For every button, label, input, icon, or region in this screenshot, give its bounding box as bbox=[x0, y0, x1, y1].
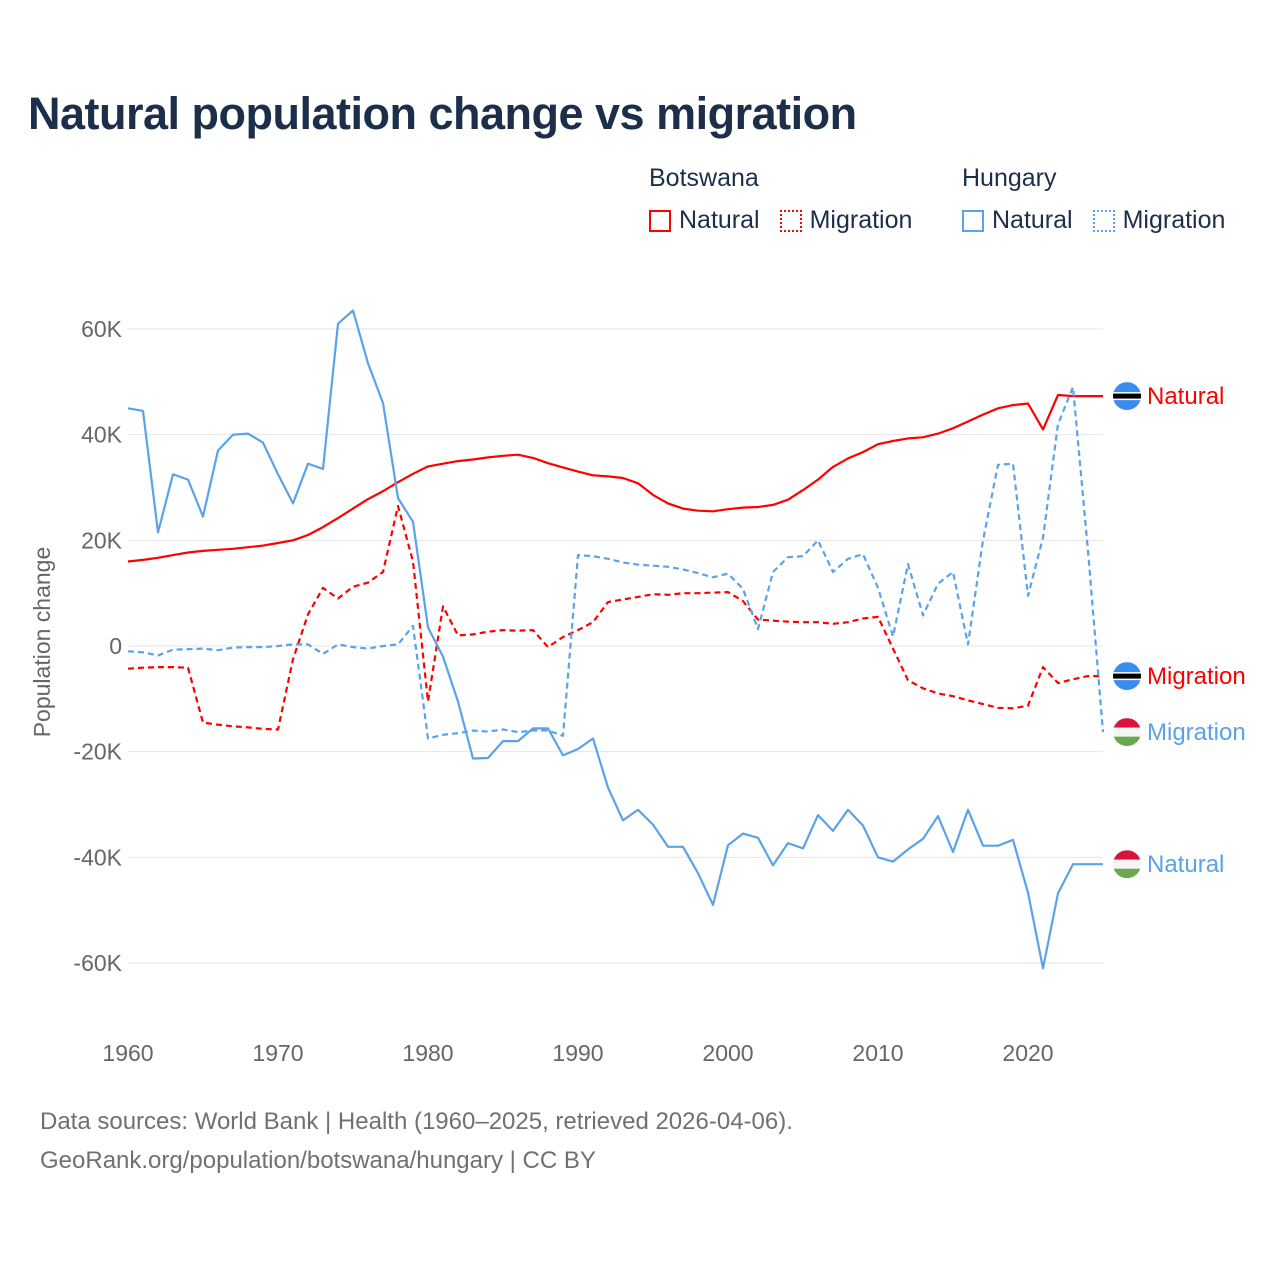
series-line-botswana-migration bbox=[127, 504, 1103, 731]
dotted-swatch-icon bbox=[779, 209, 802, 232]
flag-stripe bbox=[1113, 850, 1141, 860]
y-tick-label: 60K bbox=[81, 316, 123, 342]
legend-group-title: Hungary bbox=[962, 164, 1057, 192]
series-line-hungary-natural bbox=[127, 309, 1103, 970]
solid-swatch-icon bbox=[962, 209, 984, 232]
legend-item-botswana-natural[interactable]: Natural bbox=[649, 206, 760, 235]
series-line-hungary-migration bbox=[127, 386, 1105, 740]
y-tick-label: 0 bbox=[109, 633, 122, 659]
x-tick-label: 1970 bbox=[252, 1040, 303, 1066]
hungary-flag-icon bbox=[1113, 850, 1141, 879]
x-tick-label: 1980 bbox=[402, 1040, 453, 1066]
flag-stripe bbox=[1113, 859, 1141, 869]
series-end-label: Natural bbox=[1147, 851, 1224, 878]
flag-body bbox=[1113, 718, 1141, 747]
flag-stripe bbox=[1113, 393, 1141, 399]
legend-item-hungary-natural[interactable]: Natural bbox=[962, 206, 1073, 235]
flag-body bbox=[1113, 382, 1141, 411]
y-tick-label: -40K bbox=[73, 844, 122, 870]
x-tick-label: 1960 bbox=[102, 1040, 153, 1066]
y-tick-label: -20K bbox=[73, 739, 122, 765]
footer-sources: Data sources: World Bank | Health (1960–… bbox=[40, 1108, 793, 1135]
x-tick-label: 1990 bbox=[552, 1040, 603, 1066]
botswana-flag-icon bbox=[1113, 382, 1141, 411]
flag-stripe bbox=[1113, 868, 1141, 879]
legend-group-botswana: Botswana Natural Migration bbox=[649, 164, 932, 235]
series-end-label: Migration bbox=[1147, 663, 1246, 690]
flag-stripe bbox=[1113, 736, 1141, 747]
solid-swatch-icon bbox=[649, 209, 671, 232]
flag-stripe bbox=[1113, 727, 1141, 737]
x-tick-label: 2020 bbox=[1002, 1040, 1053, 1066]
legend-label: Natural bbox=[679, 206, 760, 234]
series-end-label: Migration bbox=[1147, 719, 1246, 746]
flag-stripe bbox=[1113, 718, 1141, 728]
dotted-swatch-icon bbox=[1092, 209, 1115, 232]
flag-body bbox=[1113, 850, 1141, 879]
footer-link[interactable]: GeoRank.org/population/botswana/hungary … bbox=[40, 1147, 596, 1174]
x-tick-label: 2010 bbox=[852, 1040, 903, 1066]
legend-group-title: Botswana bbox=[649, 164, 759, 192]
y-tick-label: 40K bbox=[81, 422, 123, 448]
x-tick-label: 2000 bbox=[702, 1040, 753, 1066]
legend-label: Migration bbox=[1122, 206, 1226, 234]
series-line-botswana-natural bbox=[127, 393, 1103, 563]
series-end-label: Natural bbox=[1147, 383, 1224, 410]
flag-body bbox=[1113, 662, 1141, 691]
flag-stripe bbox=[1113, 673, 1141, 679]
botswana-flag-icon bbox=[1113, 662, 1141, 691]
legend-label: Natural bbox=[992, 206, 1073, 234]
legend-item-hungary-migration[interactable]: Migration bbox=[1092, 206, 1226, 235]
chart-title: Natural population change vs migration bbox=[28, 88, 857, 139]
hungary-flag-icon bbox=[1113, 718, 1141, 747]
y-axis-label: Population change bbox=[29, 547, 55, 738]
legend-group-hungary: Hungary Natural Migration bbox=[962, 164, 1225, 235]
legend-item-botswana-migration[interactable]: Migration bbox=[779, 206, 913, 235]
y-tick-label: 20K bbox=[81, 527, 123, 553]
legend-label: Migration bbox=[809, 206, 913, 234]
y-tick-label: -60K bbox=[73, 950, 122, 976]
